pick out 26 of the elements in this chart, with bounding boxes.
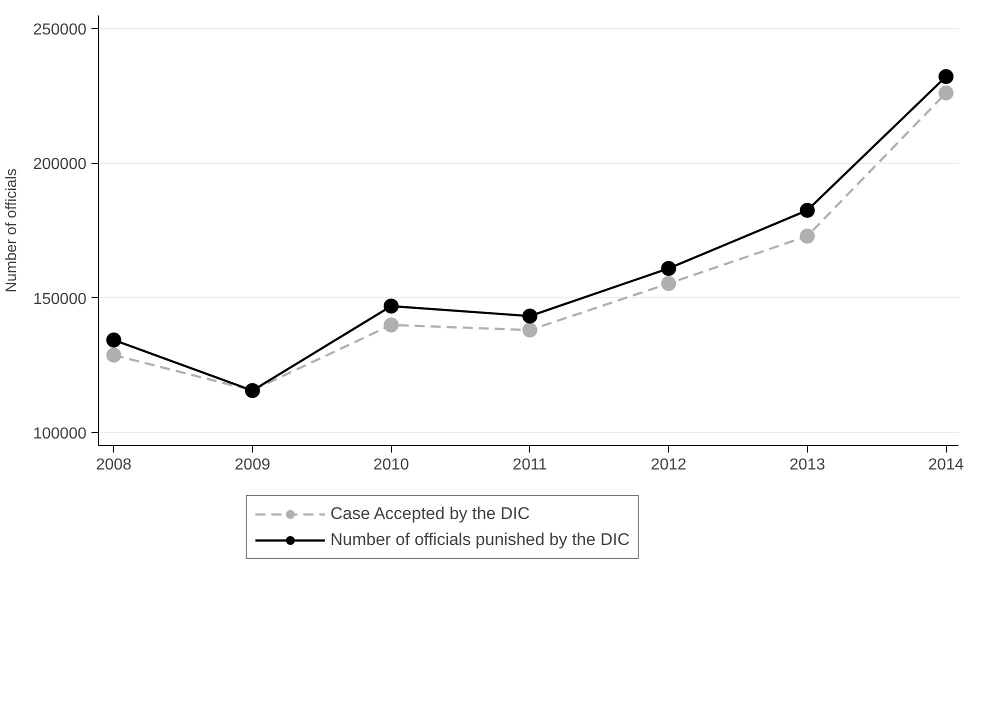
legend-label: Case Accepted by the DIC (330, 504, 530, 524)
legend-label: Number of officials punished by the DIC (330, 530, 630, 550)
x-tick-label: 2012 (650, 456, 686, 474)
y-tick-label: 150000 (33, 290, 87, 308)
point (106, 332, 122, 348)
x-tick-label: 2011 (512, 456, 548, 474)
point (938, 86, 954, 100)
point (800, 202, 815, 218)
point (938, 69, 954, 84)
point (661, 260, 676, 276)
y-axis-title: Number of officials (3, 168, 20, 292)
y-tick-label: 250000 (33, 22, 87, 39)
x-tick-label: 2010 (373, 456, 410, 474)
point (800, 228, 815, 244)
x-tick-label: 2013 (790, 456, 826, 474)
x-tick-label: 2014 (928, 456, 964, 474)
point (522, 322, 538, 338)
x-tick-label: 2008 (96, 456, 132, 474)
y-tick-label: 200000 (33, 156, 87, 174)
y-tick-label: 100000 (33, 425, 87, 442)
point (106, 348, 122, 363)
point (661, 276, 676, 291)
x-tick-label: 2009 (234, 456, 270, 474)
point (522, 308, 538, 324)
point (384, 298, 399, 314)
point (384, 317, 399, 332)
